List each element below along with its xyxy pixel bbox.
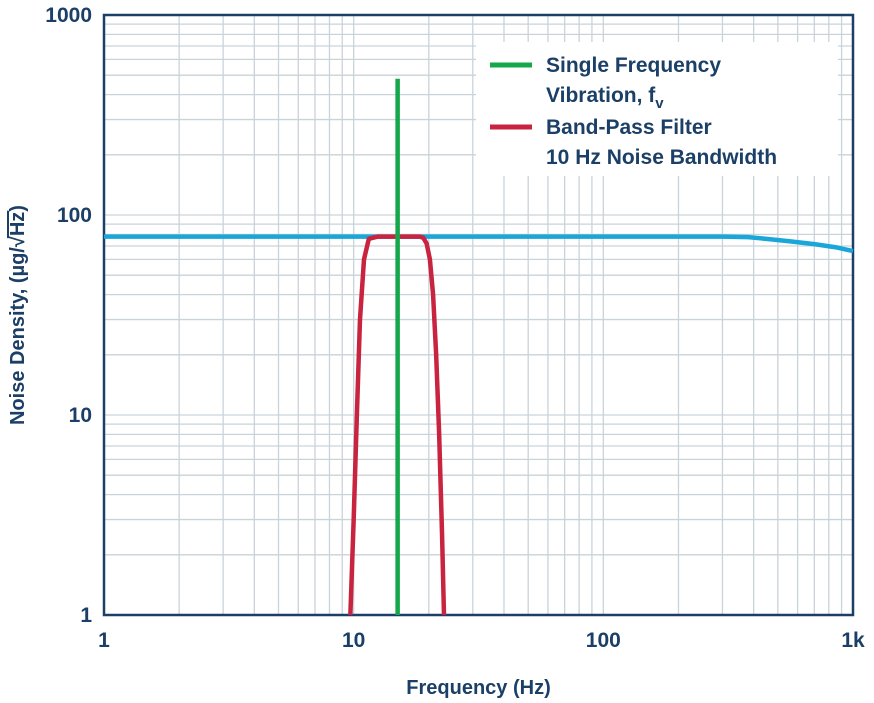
plot-frame [102,13,855,617]
x-tick-label: 1k [841,629,865,652]
y-axis-title-text: Noise Density, (µg/√Hz) [7,205,29,425]
legend-subscript-v: v [655,95,664,112]
legend-label-band-pass-filter: Band-Pass Filter [546,116,712,139]
legend-label-noise-bandwidth: 10 Hz Noise Bandwidth [546,146,777,169]
y-tick-label: 100 [57,204,92,227]
legend-label-vibration-text: Vibration, f [546,84,656,107]
x-tick-label: 100 [586,629,621,652]
sqrt-symbol: √ [7,235,29,247]
series-line-bandpass [348,234,447,616]
y-axis-title-prefix: Noise Density, (µg/ [7,247,29,425]
series-line-noise-floor [104,234,854,254]
legend: Single Frequency Vibration, fv Band-Pass… [476,42,838,176]
y-axis-title: Noise Density, (µg/√Hz) [7,205,29,425]
legend-label-single-frequency: Single Frequency [546,54,721,77]
x-tick-labels: 1 10 100 1k [98,629,865,652]
y-tick-label: 1000 [45,4,92,27]
x-tick-label: 1 [98,629,110,652]
y-axis-title-suffix: ) [7,205,29,212]
y-axis-title-radicand: Hz [7,212,29,236]
y-tick-labels: 1 10 100 1000 [45,4,92,627]
x-axis-title: Frequency (Hz) [406,677,550,699]
y-tick-label: 1 [80,604,92,627]
y-tick-label: 10 [69,404,92,427]
legend-background [476,42,838,176]
legend-label-vibration: Vibration, fv [546,84,664,112]
series-layer [104,78,854,616]
x-tick-label: 10 [342,629,365,652]
